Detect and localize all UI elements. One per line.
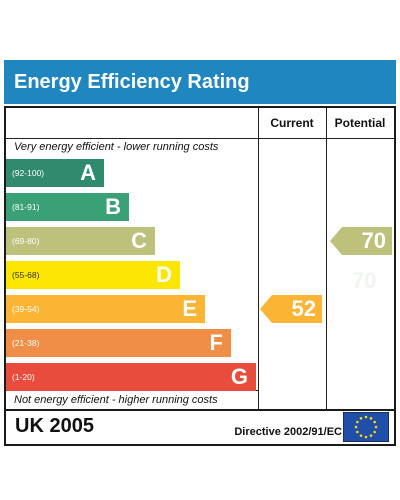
potential-rating-arrow: 70 bbox=[330, 227, 392, 255]
band-range: (1-20) bbox=[12, 372, 35, 382]
current-rating-value: 52 bbox=[291, 296, 316, 321]
current-column-header: Current bbox=[270, 116, 314, 130]
band-range: (55-68) bbox=[12, 270, 40, 280]
band-letter: F bbox=[209, 330, 223, 355]
top-note: Very energy efficient - lower running co… bbox=[14, 141, 219, 153]
header-divider bbox=[258, 138, 394, 139]
band-a: (92-100) A bbox=[6, 159, 104, 187]
header-divider-left bbox=[6, 138, 258, 139]
band-letter: D bbox=[156, 262, 172, 287]
band-letter: G bbox=[230, 364, 248, 389]
band-g: (1-20) G bbox=[6, 363, 256, 391]
band-c: (69-80) C bbox=[6, 227, 155, 255]
potential-column-header: Potential bbox=[334, 116, 386, 130]
band-range: (39-54) bbox=[12, 304, 40, 314]
band-letter: C bbox=[131, 228, 147, 253]
band-letter: A bbox=[80, 160, 96, 185]
band-range: (69-80) bbox=[12, 236, 40, 246]
band-range: (92-100) bbox=[12, 168, 45, 178]
band-range: (81-91) bbox=[12, 202, 40, 212]
band-d: (55-68) D bbox=[6, 261, 180, 289]
band-letter: E bbox=[182, 296, 197, 321]
band-range: (21-38) bbox=[12, 338, 40, 348]
page-title: Energy Efficiency Rating bbox=[4, 60, 396, 104]
potential-rating-value: 70 bbox=[361, 228, 386, 253]
rating-chart: Current Potential Very energy efficient … bbox=[4, 106, 396, 411]
directive-label: Directive 2002/91/EC bbox=[234, 426, 342, 438]
bottom-note: Not energy efficient - higher running co… bbox=[14, 394, 218, 406]
column-divider-potential bbox=[326, 108, 327, 409]
band-f: (21-38) F bbox=[6, 329, 231, 357]
band-letter: B bbox=[105, 194, 121, 219]
column-divider-current bbox=[258, 108, 259, 409]
region-label: UK 2005 bbox=[15, 415, 94, 437]
footer: UK 2005 Directive 2002/91/EC bbox=[4, 411, 396, 446]
potential-ghost-value: 70 bbox=[352, 268, 377, 293]
current-rating-arrow: 52 bbox=[260, 295, 322, 323]
band-b: (81-91) B bbox=[6, 193, 129, 221]
eu-flag-icon bbox=[343, 412, 389, 442]
band-e: (39-54) E bbox=[6, 295, 205, 323]
